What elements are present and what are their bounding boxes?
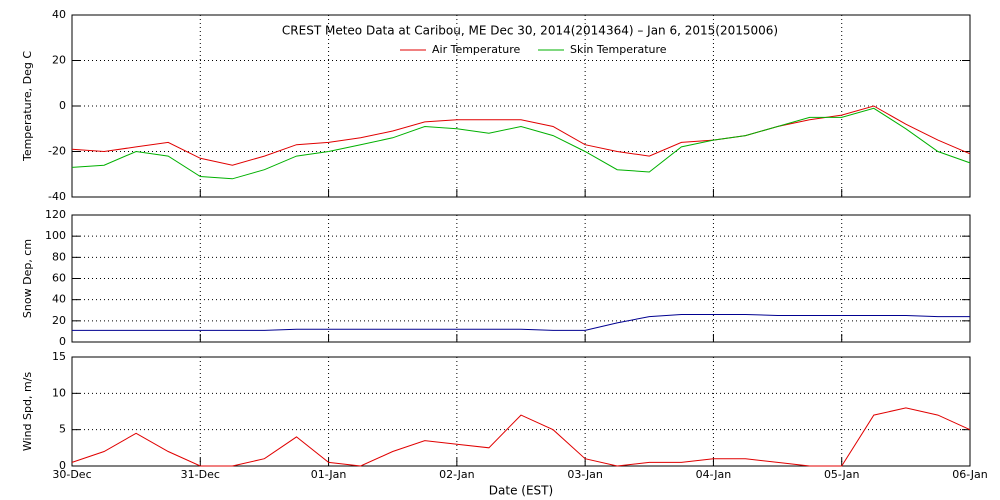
- y-tick-label: 15: [52, 350, 66, 363]
- y-tick-label: 20: [52, 314, 66, 327]
- y-tick-label: 0: [59, 335, 66, 348]
- y-tick-label: -40: [48, 190, 66, 203]
- data-line: [71, 107, 971, 180]
- y-axis-label: Snow Dep, cm: [21, 239, 34, 318]
- y-tick-label: 60: [52, 272, 66, 285]
- plot-frame: [71, 14, 971, 198]
- data-line: [71, 105, 971, 166]
- plot-frame: [71, 356, 971, 467]
- y-axis-label: Temperature, Deg C: [21, 51, 34, 162]
- data-line: [71, 407, 971, 467]
- x-tick-label: 31-Dec: [181, 468, 220, 481]
- y-tick-label: 40: [52, 293, 66, 306]
- x-tick-label: 30-Dec: [52, 468, 91, 481]
- y-tick-label: -20: [48, 145, 66, 158]
- y-tick-label: 20: [52, 54, 66, 67]
- y-tick-label: 80: [52, 250, 66, 263]
- plot-frame: [71, 214, 971, 343]
- x-tick-label: 03-Jan: [567, 468, 603, 481]
- y-tick-label: 40: [52, 8, 66, 21]
- legend-label: Skin Temperature: [570, 43, 667, 56]
- x-tick-label: 06-Jan: [952, 468, 988, 481]
- y-tick-label: 5: [59, 423, 66, 436]
- y-tick-label: 10: [52, 386, 66, 399]
- chart-title: CREST Meteo Data at Caribou, ME Dec 30, …: [282, 24, 778, 38]
- data-line: [72, 314, 970, 331]
- y-tick-label: 0: [59, 99, 66, 112]
- x-axis-label: Date (EST): [489, 484, 553, 498]
- x-tick-label: 05-Jan: [824, 468, 860, 481]
- y-tick-label: 0: [59, 459, 66, 472]
- legend-label: Air Temperature: [432, 43, 521, 56]
- x-tick-label: 04-Jan: [696, 468, 732, 481]
- y-tick-label: 100: [45, 229, 66, 242]
- x-tick-label: 01-Jan: [311, 468, 347, 481]
- x-tick-label: 02-Jan: [439, 468, 475, 481]
- y-tick-label: 120: [45, 208, 66, 221]
- y-axis-label: Wind Spd, m/s: [21, 372, 34, 452]
